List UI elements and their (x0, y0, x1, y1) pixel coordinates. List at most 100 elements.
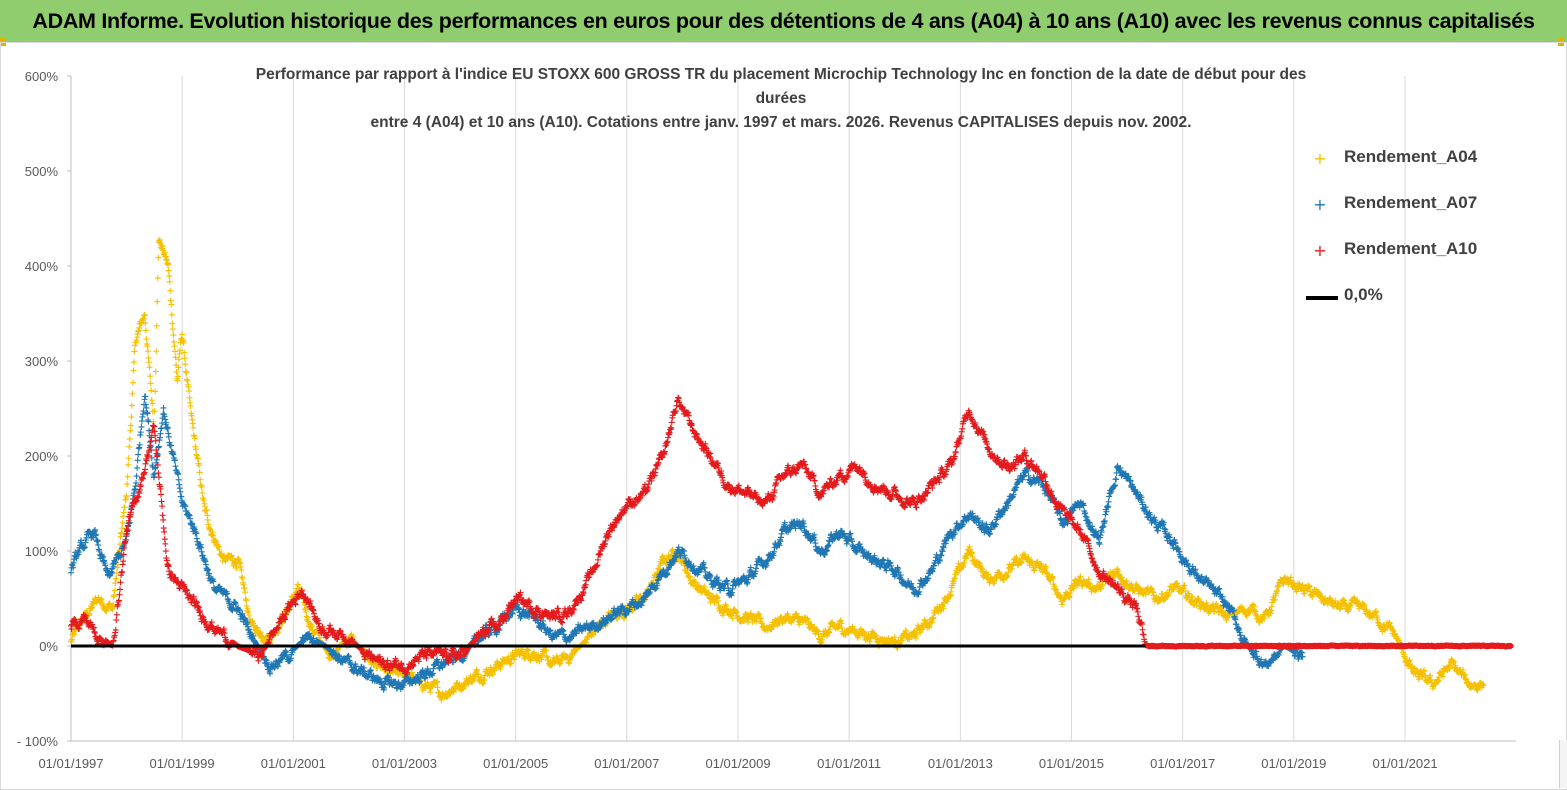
data-point (187, 402, 194, 409)
data-point (138, 423, 145, 430)
data-point (135, 451, 142, 458)
y-tick-label: 200% (25, 449, 59, 464)
data-point (125, 455, 132, 462)
x-tick-label: 01/01/2005 (483, 756, 548, 771)
data-point (186, 388, 193, 395)
data-point (1450, 658, 1457, 665)
data-point (245, 611, 252, 618)
data-point (141, 312, 148, 319)
y-tick-label: 100% (25, 544, 59, 559)
data-point (1096, 541, 1103, 548)
data-point (165, 260, 172, 267)
data-point (145, 418, 152, 425)
data-point (183, 369, 190, 376)
x-tick-label: 01/01/2021 (1373, 756, 1438, 771)
data-point (566, 660, 573, 667)
data-point (147, 380, 154, 387)
data-point (180, 339, 187, 346)
data-point (175, 356, 182, 363)
data-point (155, 254, 162, 261)
data-point (121, 504, 128, 511)
data-point (144, 343, 151, 350)
data-point (154, 298, 161, 305)
series-Rendement_A04 (68, 236, 1487, 703)
data-point (142, 393, 149, 400)
data-point (191, 435, 198, 442)
data-point (168, 301, 175, 308)
data-point (133, 473, 140, 480)
data-point (1113, 476, 1120, 483)
data-point (961, 559, 968, 566)
x-tick-label: 01/01/1997 (38, 756, 103, 771)
data-point (243, 597, 250, 604)
data-point (196, 469, 203, 476)
data-point (130, 367, 137, 374)
data-point (166, 278, 173, 285)
data-point (119, 519, 126, 526)
chart-plot: 01/01/1997 01/01/1999 01/01/2001 01/01/2003… (17, 69, 1516, 771)
data-point (124, 481, 131, 488)
data-point (167, 287, 174, 294)
data-point (155, 443, 162, 450)
data-point (165, 433, 172, 440)
data-point (166, 273, 173, 280)
data-point (172, 348, 179, 355)
data-point (142, 327, 149, 334)
data-point (160, 404, 167, 411)
data-point (177, 347, 184, 354)
data-point (199, 489, 206, 496)
data-point (111, 587, 118, 594)
data-point (1181, 582, 1188, 589)
data-point (152, 368, 159, 375)
data-point (182, 361, 189, 368)
y-tick-label: 400% (25, 259, 59, 274)
data-point (129, 390, 136, 397)
data-point (131, 348, 138, 355)
data-point (134, 464, 141, 471)
data-point (145, 348, 152, 355)
data-point (126, 443, 133, 450)
data-point (192, 446, 199, 453)
data-point (196, 462, 203, 469)
data-point (113, 570, 120, 577)
chart-area: 01/01/1997 01/01/1999 01/01/2001 01/01/2003… (0, 42, 1567, 790)
data-point (119, 525, 126, 532)
data-point (238, 566, 245, 573)
data-point (134, 457, 141, 464)
data-point (172, 354, 179, 361)
data-point (127, 427, 134, 434)
data-point (242, 589, 249, 596)
data-point (124, 473, 131, 480)
data-point (128, 402, 135, 409)
x-tick-label: 01/01/2007 (594, 756, 659, 771)
y-tick-label: 500% (25, 164, 59, 179)
data-point (434, 678, 441, 685)
data-point (137, 429, 144, 436)
data-point (170, 332, 177, 339)
data-point (1105, 498, 1112, 505)
data-point (153, 348, 160, 355)
data-point (148, 387, 155, 394)
data-point (113, 575, 120, 582)
data-point (171, 343, 178, 350)
report-title: ADAM Informe. Evolution historique des p… (32, 8, 1535, 33)
data-point (149, 400, 156, 407)
report-banner: ADAM Informe. Evolution historique des p… (0, 0, 1567, 42)
data-point (173, 368, 180, 375)
y-tick-label: 300% (25, 354, 59, 369)
data-point (174, 373, 181, 380)
data-point (169, 326, 176, 333)
data-point (190, 424, 197, 431)
x-tick-label: 01/01/2015 (1039, 756, 1104, 771)
data-point (198, 483, 205, 490)
data-point (1480, 682, 1487, 689)
data-point (175, 364, 182, 371)
data-point (151, 408, 158, 415)
data-point (179, 331, 186, 338)
data-point (1043, 563, 1050, 570)
data-point (131, 359, 138, 366)
data-point (123, 492, 130, 499)
data-point (181, 355, 188, 362)
data-point (143, 336, 150, 343)
data-point (147, 373, 154, 380)
